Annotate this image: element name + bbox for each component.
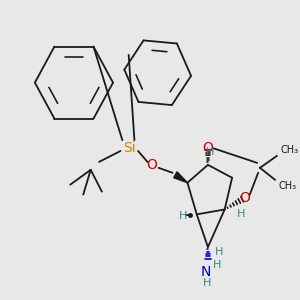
Text: H: H bbox=[237, 209, 246, 219]
Text: H: H bbox=[213, 260, 221, 270]
Text: H: H bbox=[178, 212, 187, 221]
Text: O: O bbox=[240, 190, 250, 205]
Text: O: O bbox=[202, 141, 213, 155]
Text: CH₃: CH₃ bbox=[279, 181, 297, 191]
Text: CH₃: CH₃ bbox=[280, 145, 298, 155]
Polygon shape bbox=[174, 172, 188, 183]
Text: Si: Si bbox=[124, 141, 136, 155]
Text: H: H bbox=[215, 247, 223, 257]
Text: N: N bbox=[201, 265, 211, 279]
Text: H: H bbox=[203, 278, 211, 288]
Text: H: H bbox=[206, 147, 214, 157]
Text: O: O bbox=[147, 158, 158, 172]
